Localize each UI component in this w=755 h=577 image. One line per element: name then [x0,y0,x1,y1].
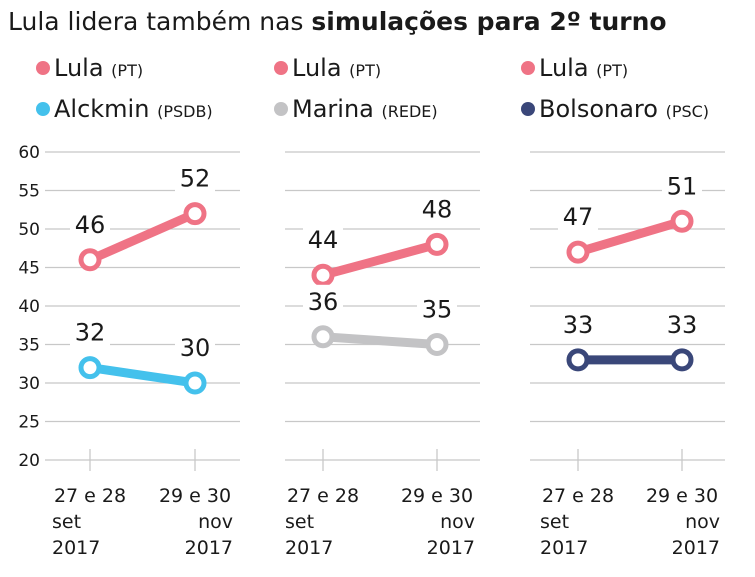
data-label: 33 [667,311,698,339]
x-tick-label: 2017 [52,537,100,559]
y-tick-label: 30 [18,374,40,394]
data-label-bg [558,307,598,338]
data-point [183,371,207,395]
x-tick-label: 29 e 30 [401,485,473,507]
data-label: 36 [308,288,339,316]
data-point [670,209,694,233]
x-tick-label: nov [440,511,475,533]
data-point [566,240,590,264]
data-label: 48 [422,195,453,223]
data-label: 44 [308,226,339,254]
x-tick-label: 2017 [672,537,720,559]
data-point [311,263,335,287]
legend-marker [274,102,288,116]
series-line [89,363,196,388]
y-tick-label: 55 [18,182,40,202]
y-tick-label: 40 [18,297,40,317]
data-label-bg [303,223,343,254]
x-tick-label: 27 e 28 [287,485,359,507]
data-label-bg [70,207,110,238]
data-label-bg [558,200,598,231]
y-tick-label: 35 [18,336,40,356]
y-tick-label: 20 [18,451,40,471]
data-label-bg [417,292,457,323]
data-label-bg [662,307,702,338]
data-label: 46 [75,211,106,239]
x-tick-label: set [285,511,314,533]
data-label: 51 [667,172,698,200]
series-line [576,216,684,257]
data-point [78,248,102,272]
data-label: 35 [422,296,453,324]
x-tick-label: nov [198,511,233,533]
x-tick-label: set [52,511,81,533]
legend-marker [36,61,50,75]
legend-label: Marina (REDE) [292,95,438,123]
data-point [183,202,207,226]
data-label-bg [417,192,457,223]
data-point [311,325,335,349]
x-tick-label: 27 e 28 [54,485,126,507]
data-point [566,348,590,372]
x-tick-label: 2017 [285,537,333,559]
legend-label: Lula (PT) [292,54,381,82]
data-label-bg [70,315,110,346]
data-label: 30 [180,334,211,362]
chart-title: Lula lidera também nas simulações para 2… [8,7,667,36]
legend-marker [521,61,535,75]
series-line [321,240,439,280]
series-line [322,332,438,349]
legend-label: Lula (PT) [539,54,628,82]
x-tick-label: set [540,511,569,533]
y-tick-label: 60 [18,143,40,163]
data-label-bg [175,331,215,361]
legend-marker [36,102,50,116]
y-tick-label: 50 [18,220,40,240]
data-point [78,356,102,380]
data-label: 47 [563,203,594,231]
x-tick-label: nov [685,511,720,533]
legend-marker [274,61,288,75]
data-point [425,333,449,356]
data-label-bg [303,284,343,315]
legend-label: Alckmin (PSDB) [54,95,213,123]
x-tick-label: 29 e 30 [646,485,718,507]
legend-label: Lula (PT) [54,54,143,82]
x-tick-label: 29 e 30 [159,485,231,507]
data-label-bg [662,169,702,200]
x-tick-label: 2017 [185,537,233,559]
x-tick-label: 2017 [540,537,588,559]
legend-marker [521,102,535,116]
data-label: 32 [75,319,106,347]
x-tick-label: 27 e 28 [542,485,614,507]
data-point [425,232,449,256]
y-tick-label: 25 [18,413,40,433]
legend-label: Bolsonaro (PSC) [539,95,709,123]
x-tick-label: 2017 [427,537,475,559]
series-line [88,209,197,264]
y-tick-label: 45 [18,259,40,279]
data-label: 52 [180,165,211,193]
data-point [670,348,694,372]
data-label-bg [175,161,215,192]
data-label: 33 [563,311,594,339]
